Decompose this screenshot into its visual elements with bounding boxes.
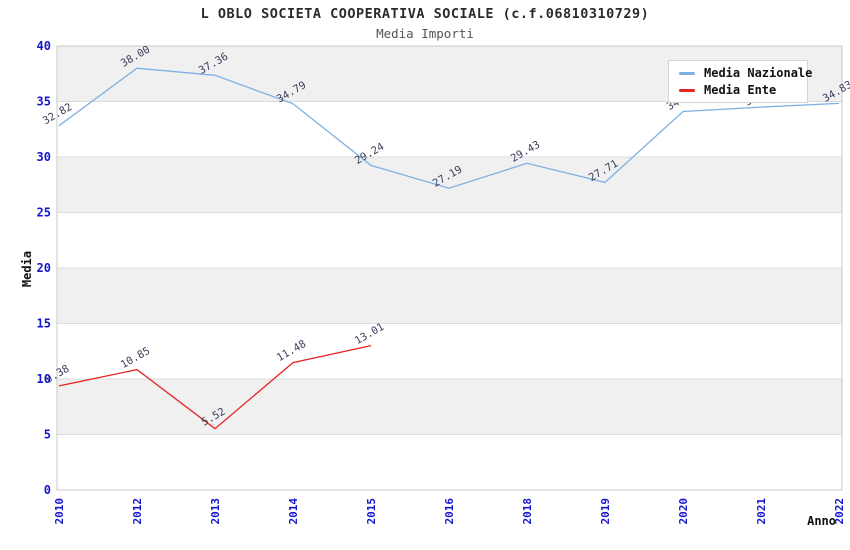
legend-entry-ente: Media Ente [669,83,807,97]
y-axis-title: Media [20,250,34,288]
legend-label-nazionale: Media Nazionale [704,66,813,80]
y-tick-label: 25 [37,206,51,220]
x-tick-label: 2012 [131,498,144,525]
plot-band [57,157,842,213]
y-tick-label: 0 [44,483,51,497]
x-tick-label: 2020 [677,498,690,525]
x-tick-label: 2010 [53,498,66,525]
series-line-nazionale [58,67,840,189]
legend-label-ente: Media Ente [704,83,777,97]
legend-entry-nazionale: Media Nazionale [669,66,812,80]
x-tick-label: 2018 [521,498,534,525]
x-tick-label: 2022 [833,498,846,525]
plot-band [57,101,842,157]
chart-subtitle: Media Importi [376,26,474,41]
legend-swatch-nazionale-icon [679,71,695,75]
x-tick-label: 2013 [209,498,222,525]
plot-band [57,212,842,268]
plot-band [57,379,842,435]
y-tick-label: 40 [37,39,51,53]
x-tick-label: 2014 [287,498,300,525]
legend-swatch-ente-icon [679,88,695,92]
plot-band [57,323,842,379]
x-tick-label: 2019 [599,498,612,525]
x-axis-title: Anno [807,514,836,528]
chart-title: L OBLO SOCIETA COOPERATIVA SOCIALE (c.f.… [200,6,650,22]
y-tick-label: 5 [44,428,51,442]
plot-band [57,434,842,490]
series-line-ente [58,344,372,430]
y-tick-label: 35 [37,95,51,109]
x-tick-label: 2021 [755,498,768,525]
y-tick-label: 10 [37,372,51,386]
y-tick-label: 15 [37,317,51,331]
y-tick-label: 30 [37,150,51,164]
y-tick-label: 20 [37,261,51,275]
legend: Media Nazionale Media Ente [668,60,812,103]
x-tick-label: 2016 [443,498,456,525]
plot-border [56,45,843,491]
x-tick-label: 2015 [365,498,378,525]
plot-band [57,268,842,324]
